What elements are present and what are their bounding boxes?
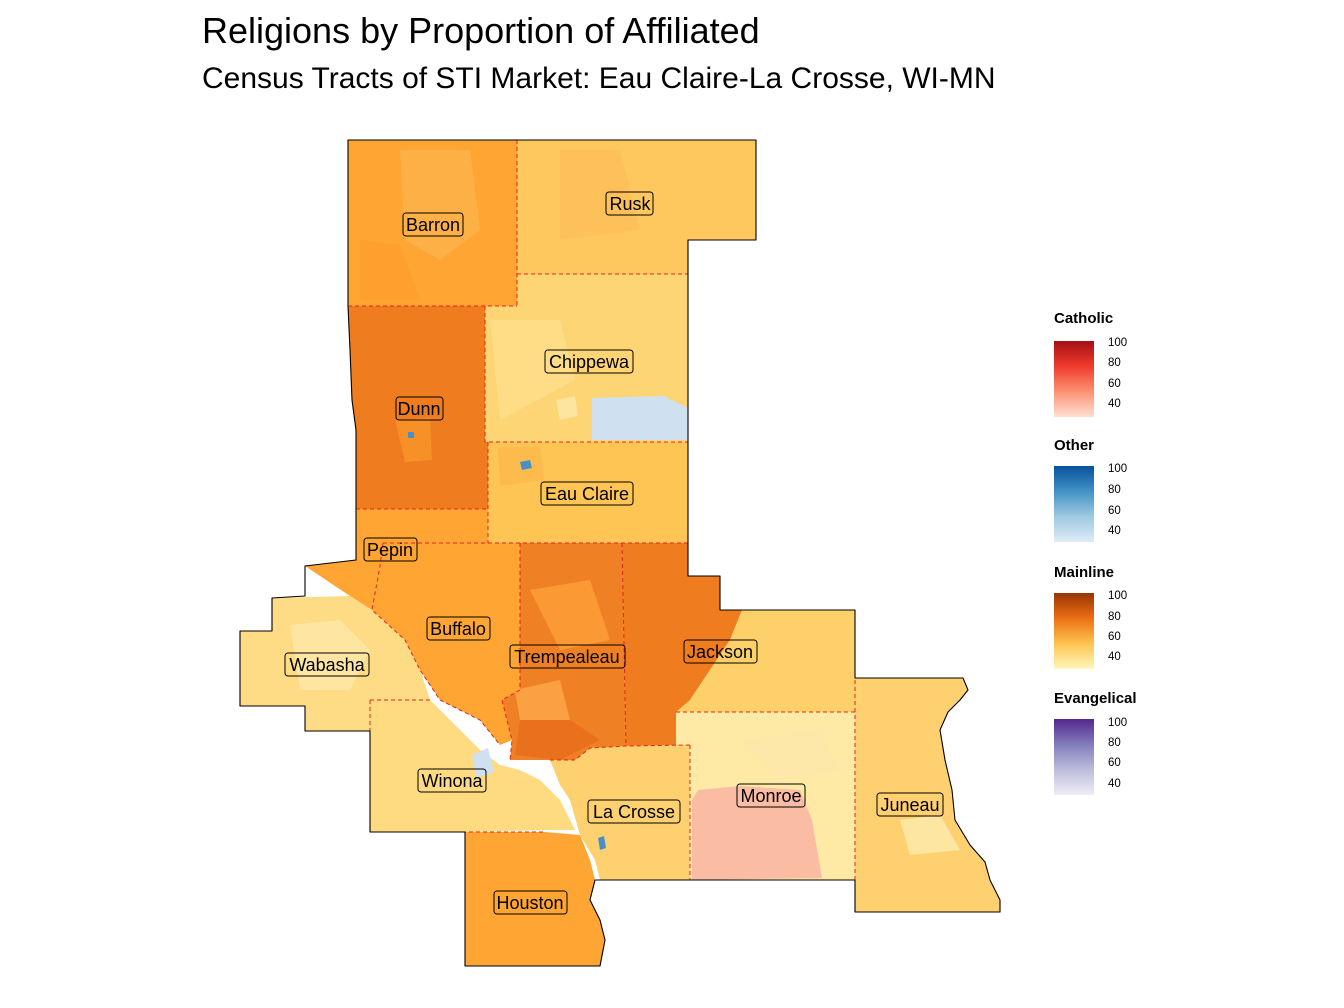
county-dunn[interactable] xyxy=(348,306,488,509)
legend-colorbar xyxy=(1054,593,1094,669)
label-winona: Winona xyxy=(417,768,487,793)
svg-text:Eau Claire: Eau Claire xyxy=(545,484,629,504)
county-houston[interactable] xyxy=(465,832,605,966)
label-buffalo: Buffalo xyxy=(426,616,491,641)
legend-title: Mainline xyxy=(1054,564,1114,581)
label-la-crosse: La Crosse xyxy=(587,799,681,824)
svg-text:60: 60 xyxy=(1108,757,1121,769)
map-title: Religions by Proportion of Affiliated xyxy=(202,10,760,51)
monroe-catholic-tract xyxy=(692,786,822,880)
label-rusk: Rusk xyxy=(605,191,654,216)
label-dunn: Dunn xyxy=(395,396,444,421)
label-barron: Barron xyxy=(402,212,464,237)
svg-text:40: 40 xyxy=(1108,778,1121,790)
svg-text:Wabasha: Wabasha xyxy=(289,655,365,675)
county-juneau[interactable] xyxy=(855,678,1000,912)
label-trempealeau: Trempealeau xyxy=(509,644,626,669)
county-jackson-east xyxy=(676,610,855,712)
svg-text:Monroe: Monroe xyxy=(740,786,801,806)
svg-text:100: 100 xyxy=(1108,717,1127,729)
svg-text:Barron: Barron xyxy=(406,215,460,235)
label-chippewa: Chippewa xyxy=(544,349,634,374)
svg-text:60: 60 xyxy=(1108,631,1121,643)
label-eau-claire: Eau Claire xyxy=(540,481,634,506)
county-labels: Barron Rusk Chippewa Dunn Eau Claire Pep… xyxy=(284,191,944,915)
county-winona[interactable] xyxy=(370,700,575,832)
county-buffalo[interactable] xyxy=(372,543,520,745)
svg-text:Chippewa: Chippewa xyxy=(549,352,630,372)
legend-title: Catholic xyxy=(1054,310,1113,327)
svg-text:40: 40 xyxy=(1108,398,1121,410)
legend-other: Other 100 80 60 40 xyxy=(1054,437,1127,542)
legend: Catholic 100 80 60 40 Other 100 80 60 40… xyxy=(1054,310,1137,795)
svg-text:Pepin: Pepin xyxy=(367,540,413,560)
svg-text:Buffalo: Buffalo xyxy=(430,619,486,639)
map-subtitle: Census Tracts of STI Market: Eau Claire-… xyxy=(202,62,996,95)
svg-text:100: 100 xyxy=(1108,337,1127,349)
svg-text:100: 100 xyxy=(1108,590,1127,602)
svg-text:60: 60 xyxy=(1108,505,1121,517)
label-juneau: Juneau xyxy=(876,792,944,817)
county-jackson[interactable] xyxy=(622,543,742,746)
svg-text:La Crosse: La Crosse xyxy=(593,802,675,822)
label-wabasha: Wabasha xyxy=(284,652,370,677)
svg-text:Houston: Houston xyxy=(496,893,563,913)
label-monroe: Monroe xyxy=(736,783,806,808)
label-houston: Houston xyxy=(493,890,568,915)
legend-mainline: Mainline 100 80 60 40 xyxy=(1054,564,1127,669)
svg-text:Rusk: Rusk xyxy=(609,194,651,214)
legend-title: Evangelical xyxy=(1054,690,1137,707)
county-la-crosse[interactable] xyxy=(550,745,690,880)
legend-colorbar xyxy=(1054,341,1094,417)
svg-text:60: 60 xyxy=(1108,378,1121,390)
legend-evangelical: Evangelical 100 80 60 40 xyxy=(1054,690,1137,795)
svg-text:Dunn: Dunn xyxy=(397,399,440,419)
market-outline xyxy=(239,139,1001,967)
svg-text:Jackson: Jackson xyxy=(687,642,753,662)
county-borders xyxy=(348,140,856,912)
svg-text:80: 80 xyxy=(1108,737,1121,749)
county-pepin[interactable] xyxy=(305,509,488,610)
svg-text:80: 80 xyxy=(1108,611,1121,623)
svg-text:Winona: Winona xyxy=(421,771,483,791)
county-fills xyxy=(240,140,1000,966)
svg-text:80: 80 xyxy=(1108,484,1121,496)
svg-text:40: 40 xyxy=(1108,525,1121,537)
svg-text:Trempealeau: Trempealeau xyxy=(514,647,619,667)
legend-colorbar xyxy=(1054,719,1094,795)
svg-text:40: 40 xyxy=(1108,651,1121,663)
label-pepin: Pepin xyxy=(363,537,418,562)
svg-text:Juneau: Juneau xyxy=(880,795,939,815)
svg-text:80: 80 xyxy=(1108,357,1121,369)
svg-text:100: 100 xyxy=(1108,463,1127,475)
legend-colorbar xyxy=(1054,466,1094,542)
label-jackson: Jackson xyxy=(683,639,758,664)
tract-patches xyxy=(290,150,960,855)
legend-title: Other xyxy=(1054,437,1094,454)
legend-catholic: Catholic 100 80 60 40 xyxy=(1054,310,1127,417)
